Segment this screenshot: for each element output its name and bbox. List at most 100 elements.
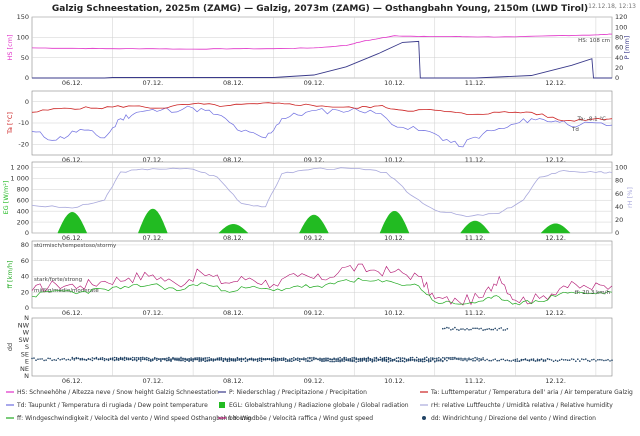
x-tick-label: 06.12. [62, 309, 83, 317]
direction-point [462, 358, 464, 360]
y-tick-label: 50 [21, 54, 29, 62]
direction-point [204, 360, 206, 363]
direction-point [109, 358, 112, 361]
direction-point [397, 360, 400, 363]
direction-point [268, 358, 271, 361]
direction-tick-label: E [25, 358, 29, 366]
direction-point [313, 356, 315, 359]
direction-tick-label: S [25, 343, 29, 351]
direction-point [274, 360, 277, 362]
radiation-day-area [298, 214, 329, 234]
direction-point [522, 359, 525, 361]
direction-point [99, 357, 102, 360]
direction-point [442, 327, 444, 330]
legend-label-td: Td: Taupunkt / Temperatura di rugiada / … [16, 402, 208, 409]
direction-point [579, 360, 581, 362]
direction-point [442, 360, 444, 363]
direction-point [347, 358, 350, 360]
direction-point [127, 358, 130, 361]
direction-point [152, 359, 154, 362]
direction-point [240, 357, 243, 360]
x-tick-label: 10.12. [384, 79, 405, 87]
direction-point [293, 359, 295, 361]
x-tick-label: 11.12. [465, 309, 486, 317]
y-axis-label: Ta [°C] [6, 112, 14, 135]
direction-point [411, 356, 414, 359]
direction-point [180, 356, 182, 359]
direction-point [228, 360, 231, 362]
legend-label-rh: rH: relative Luftfeuchte / Umidità relat… [431, 402, 613, 409]
legend-swatch-dir [422, 416, 426, 420]
direction-point [572, 358, 575, 361]
wind-gust-line [31, 263, 613, 306]
direction-point [174, 357, 176, 360]
direction-point [246, 358, 249, 361]
direction-point [446, 356, 448, 359]
direction-point [87, 357, 90, 360]
direction-point [150, 360, 152, 362]
direction-point [440, 360, 442, 362]
direction-point [480, 359, 482, 361]
direction-point [180, 359, 182, 362]
direction-point [419, 358, 422, 361]
direction-point [49, 357, 51, 360]
direction-point [480, 327, 482, 330]
direction-point [425, 356, 428, 359]
x-tick-label: 12.12. [545, 377, 566, 385]
direction-point [162, 358, 164, 360]
direction-point [325, 357, 327, 360]
legend-swatch-rad [219, 402, 225, 408]
direction-point [440, 358, 442, 361]
direction-point [389, 360, 392, 362]
direction-point [540, 358, 543, 361]
direction-point [230, 358, 233, 360]
direction-point [194, 358, 196, 361]
direction-point [270, 360, 273, 362]
direction-point [311, 359, 313, 362]
direction-point [482, 329, 484, 331]
direction-point [200, 360, 202, 362]
direction-point [548, 358, 551, 361]
direction-point [444, 327, 446, 330]
direction-point [450, 329, 452, 331]
direction-point [206, 357, 208, 359]
direction-point [190, 358, 192, 361]
y-tick-label: 20 [21, 288, 29, 296]
direction-tick-label: SW [18, 336, 29, 344]
direction-point [258, 357, 261, 360]
direction-point [71, 356, 74, 359]
direction-point [357, 360, 360, 363]
direction-point [496, 359, 499, 362]
y-tick-label: -10 [18, 119, 29, 127]
direction-point [488, 359, 491, 362]
direction-point [558, 359, 561, 362]
direction-point [295, 358, 297, 361]
direction-point [236, 356, 239, 359]
direction-tick-label: NE [20, 365, 29, 373]
direction-point [198, 360, 200, 362]
direction-point [536, 359, 539, 362]
direction-point [585, 358, 587, 360]
direction-point [127, 357, 130, 360]
direction-point [174, 359, 176, 361]
panel-4: 06.12. 07.12. 08.12. 09.12. 10.12. 11.12. 12.1… [6, 240, 613, 317]
direction-point [425, 359, 428, 362]
direction-point [589, 360, 591, 363]
direction-point [170, 358, 172, 360]
direction-point [530, 359, 533, 361]
direction-point [133, 357, 136, 359]
direction-point [462, 359, 464, 362]
direction-point [208, 356, 210, 359]
direction-point [413, 360, 416, 362]
direction-point [601, 359, 603, 361]
direction-point [321, 359, 323, 361]
radiation-day-area [540, 223, 571, 234]
direction-point [140, 360, 142, 362]
direction-point [79, 358, 82, 360]
direction-point [321, 358, 323, 360]
direction-point [468, 358, 470, 361]
x-tick-label: 06.12. [62, 156, 83, 164]
direction-point [385, 359, 388, 362]
direction-point [512, 359, 515, 362]
x-tick-label: 07.12. [142, 234, 163, 242]
